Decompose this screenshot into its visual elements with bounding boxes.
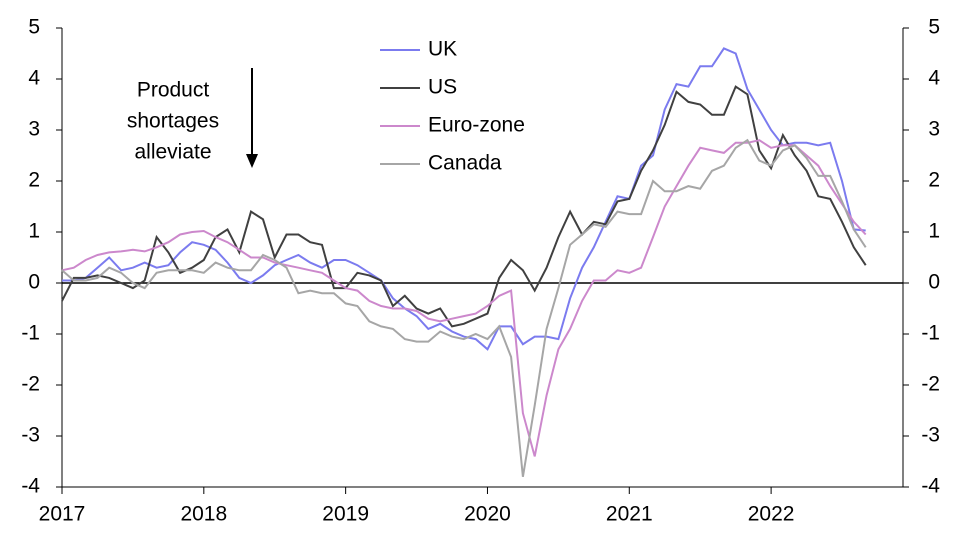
y2-tick-label: -4: [921, 475, 940, 498]
x-tick-label: 2020: [464, 503, 511, 526]
annotation: Product: [137, 79, 210, 102]
series-line: [61, 85, 867, 328]
y2-tick-label: -3: [921, 424, 940, 447]
y-tick-label: -4: [21, 475, 40, 498]
y-tick-label: 5: [28, 16, 40, 39]
series-line: [61, 139, 867, 457]
y-tick-label: 1: [28, 220, 40, 243]
annotation: shortages: [127, 110, 219, 133]
y2-tick-label: 5: [928, 16, 940, 39]
y2-tick-label: -1: [921, 322, 940, 345]
series-line: [61, 138, 867, 477]
y-tick-label: -1: [21, 322, 40, 345]
y2-tick-label: 0: [928, 271, 940, 294]
series-line: [62, 47, 866, 351]
y-tick-label: 0: [28, 271, 40, 294]
y2-tick-label: 2: [928, 169, 940, 192]
y-tick-label: 4: [28, 67, 40, 90]
y2-tick-label: 4: [928, 67, 940, 90]
y2-tick-label: 1: [928, 220, 940, 243]
y2-tick-label: 3: [928, 118, 940, 141]
y-tick-label: -3: [21, 424, 40, 447]
x-tick-label: 2021: [606, 503, 653, 526]
annotation: alleviate: [134, 141, 211, 164]
y-tick-label: 3: [28, 118, 40, 141]
legend-label: Canada: [428, 152, 502, 175]
y-tick-label: -2: [21, 373, 40, 396]
x-tick-label: 2018: [180, 503, 227, 526]
x-tick-label: 2019: [322, 503, 369, 526]
x-tick-label: 2017: [39, 503, 86, 526]
legend-label: UK: [428, 38, 457, 61]
y2-tick-label: -2: [921, 373, 940, 396]
legend-label: Euro-zone: [428, 114, 525, 137]
legend-label: US: [428, 76, 457, 99]
x-tick-label: 2022: [748, 503, 795, 526]
y-tick-label: 2: [28, 169, 40, 192]
annotation-arrowhead: [246, 154, 258, 168]
